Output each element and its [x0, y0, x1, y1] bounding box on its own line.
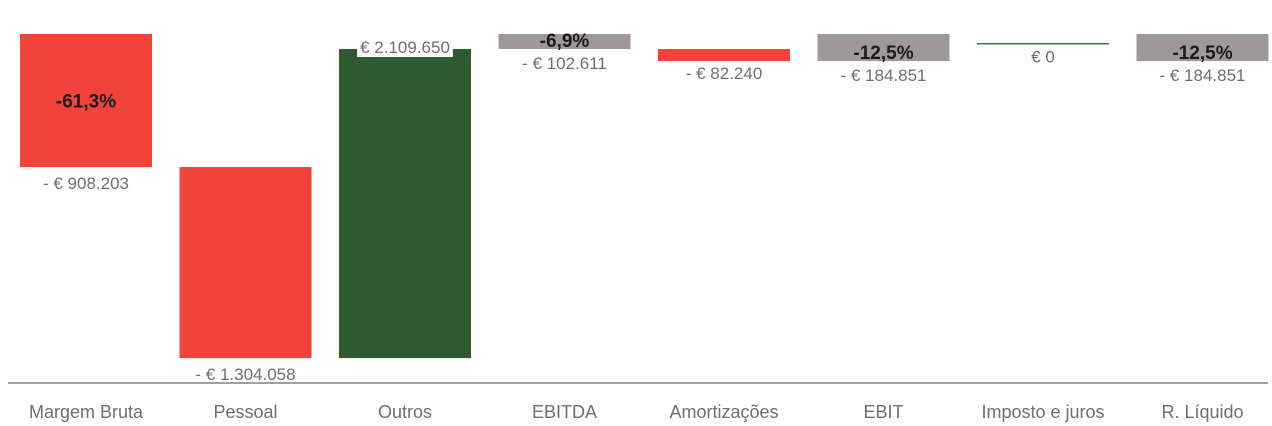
bar-ebit	[817, 34, 950, 62]
bar-amortizacoes	[658, 49, 790, 62]
bar-pessoal	[179, 167, 312, 359]
value-label-imposto-e-juros: € 0	[1031, 48, 1055, 67]
percent-label-ebit: -12,5%	[853, 43, 913, 64]
category-label-ebit: EBIT	[863, 402, 903, 422]
bar-outros	[339, 49, 471, 359]
percent-label-r-liquido: -12,5%	[1172, 43, 1232, 64]
bar-margem-bruta	[20, 34, 152, 168]
bar-imposto-e-juros	[977, 43, 1109, 45]
bar-ebitda	[498, 34, 631, 50]
percent-label-ebitda: -6,9%	[540, 31, 590, 52]
bar-r-liquido	[1136, 34, 1269, 62]
value-label-outros: € 2.109.650	[360, 38, 450, 57]
category-label-pessoal: Pessoal	[213, 402, 277, 422]
category-label-outros: Outros	[378, 402, 432, 422]
value-label-background	[357, 38, 453, 58]
value-label-ebit: - € 184.851	[840, 66, 926, 85]
category-label-imposto-e-juros: Imposto e juros	[981, 402, 1104, 422]
category-label-margem-bruta: Margem Bruta	[29, 402, 144, 422]
value-label-pessoal: - € 1.304.058	[195, 365, 295, 384]
value-label-ebitda: - € 102.611	[522, 54, 607, 73]
category-label-r-liquido: R. Líquido	[1161, 402, 1243, 422]
value-label-r-liquido: - € 184.851	[1159, 66, 1245, 85]
percent-label-margem-bruta: -61,3%	[56, 92, 116, 113]
category-label-amortizacoes: Amortizações	[669, 402, 778, 422]
value-label-amortizacoes: - € 82.240	[686, 64, 763, 83]
value-label-margem-bruta: - € 908.203	[43, 174, 129, 193]
category-label-ebitda: EBITDA	[532, 402, 597, 422]
